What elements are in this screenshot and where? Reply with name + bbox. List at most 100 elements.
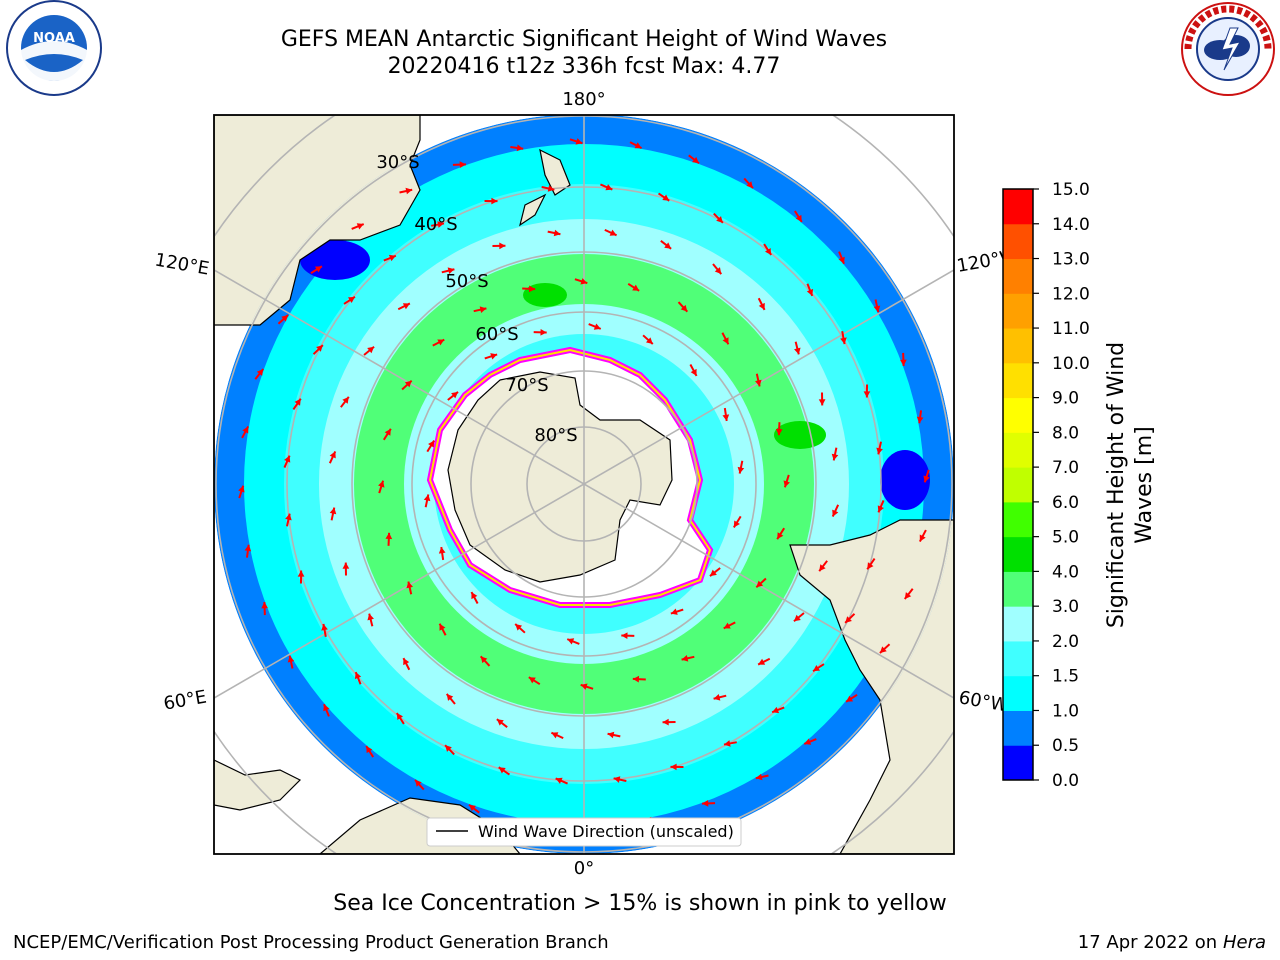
wave-arrow-head — [681, 655, 689, 662]
legend-label: Wind Wave Direction (unscaled) — [478, 822, 734, 841]
wave-arrow-head — [580, 683, 588, 690]
wave-arrow-head — [609, 229, 617, 236]
wind-wave-direction-arrows — [238, 138, 930, 830]
colorbar-segment — [1003, 362, 1033, 399]
wave-arrow-head — [709, 569, 717, 577]
wave-arrow-head — [516, 144, 524, 152]
colorbar-segment — [1003, 397, 1033, 433]
wave-arrow-head — [297, 570, 305, 577]
wave-arrow-head — [722, 414, 730, 421]
wave-arrow-head — [714, 267, 722, 275]
land-new-zealand — [539, 148, 571, 196]
wave-arrow-head — [919, 534, 926, 542]
wave-arrow-head — [437, 221, 445, 228]
colorbar-segment — [1003, 536, 1033, 572]
noaa-logo-text: NOAA — [33, 31, 75, 46]
wave-arrow-head — [404, 380, 412, 388]
wave-arrow-head — [446, 693, 454, 701]
wave-arrow-head — [238, 485, 245, 493]
lon-label-180: 180° — [562, 89, 605, 110]
colorbar-tick-label: 12.0 — [1052, 284, 1090, 304]
lon-label-120e: 120°E — [153, 249, 211, 279]
wave-arrow-head — [670, 608, 678, 615]
wave-arrow-head — [405, 187, 413, 195]
lon-label-60w: 60°W — [957, 687, 1010, 716]
noaa-logo-icon: NOAA — [6, 0, 102, 96]
wave-arrow-head — [567, 638, 575, 645]
colorbar-label-line1: Significant Height of Wind — [1104, 342, 1129, 628]
wave-arrow-head — [388, 254, 396, 262]
map-legend — [426, 817, 742, 847]
colorbar-tick-label: 1.0 — [1052, 701, 1079, 721]
lat-label-40s: 40°S — [414, 214, 457, 235]
wave-arrow-head — [314, 266, 322, 273]
colorbar-segment — [1003, 223, 1033, 260]
wave-arrow-head — [662, 194, 670, 201]
wave-arrow-head — [607, 731, 615, 739]
wave-arrow-head — [287, 655, 295, 663]
colorbar-segment — [1003, 293, 1033, 329]
wave-arrow-head — [845, 616, 852, 623]
wave-arrow-head — [445, 745, 452, 752]
lat-label-50s: 50°S — [445, 271, 488, 292]
credit-date: 17 Apr 2022 on — [1077, 932, 1223, 953]
chart-title: GEFS MEAN Antarctic Significant Height o… — [280, 27, 888, 52]
wave-arrow-head — [428, 440, 435, 448]
wave-arrow-head — [783, 480, 790, 488]
wave-arrow-head — [294, 398, 301, 406]
wave-arrow-head — [645, 337, 653, 344]
wave-arrow-head — [285, 513, 292, 521]
wave-arrow-head — [838, 256, 845, 264]
colorbar-segment — [1003, 432, 1033, 468]
wave-arrow-head — [347, 296, 355, 303]
wave-arrow-head — [777, 532, 784, 540]
wave-arrow-head — [879, 646, 887, 653]
wave-arrow-head — [437, 339, 445, 346]
colorbar-tick-label: 11.0 — [1052, 319, 1090, 339]
wave-arrow-head — [722, 337, 729, 345]
colorbar-tick-label: 8.0 — [1052, 423, 1079, 443]
wave-arrow-head — [758, 658, 766, 665]
map-panel: 30°S 40°S 50°S 60°S 70°S 80°S Wind Wave … — [214, 115, 954, 854]
wave-arrow-head — [702, 800, 709, 807]
wave-arrow-head — [795, 214, 802, 222]
wave-arrow-head — [242, 426, 249, 434]
wave-arrow-head — [692, 156, 700, 164]
lat-label-80s: 80°S — [534, 425, 577, 446]
map-frame — [213, 114, 955, 855]
wave-arrow-head — [367, 613, 374, 621]
wave-arrow-head — [867, 562, 874, 570]
colorbar-tick-label: 13.0 — [1052, 250, 1090, 270]
wave-arrow-head — [632, 284, 640, 291]
wave-arrow-head — [813, 665, 821, 672]
wave-arrow-head — [490, 353, 498, 360]
wave-arrow-head — [256, 368, 264, 376]
wave-arrow-head — [863, 391, 871, 398]
colorbar-segment — [1003, 640, 1033, 677]
wave-arrow-head — [342, 396, 349, 404]
wave-arrow-head — [765, 247, 772, 255]
wave-arrow-head — [459, 161, 466, 168]
colorbar-tick-label: 5.0 — [1052, 528, 1079, 548]
wave-arrow-head — [406, 581, 413, 589]
wave-arrow-head — [284, 455, 291, 463]
wave-arrow-head — [613, 776, 621, 783]
colorbar-tick-label: 7.0 — [1052, 458, 1079, 478]
lat-label-60s: 60°S — [475, 324, 518, 345]
wave-arrow-head — [423, 494, 431, 502]
wave-arrow-head — [662, 718, 669, 726]
colorbar-tick-label: 2.0 — [1052, 632, 1079, 652]
wave-arrow-head — [415, 779, 422, 787]
colorbar-frame — [1002, 188, 1034, 781]
wave-arrow-head — [737, 466, 745, 474]
wave-arrow-head — [819, 564, 826, 572]
wave-arrow-head — [528, 285, 536, 293]
wave-arrow-head — [806, 288, 814, 296]
colorbar-tick-label: 10.0 — [1052, 354, 1090, 374]
wave-arrow-head — [329, 451, 336, 459]
wave-arrow-head — [498, 767, 506, 774]
wave-arrow-head — [772, 706, 780, 714]
lat-label-30s: 30°S — [376, 152, 419, 173]
wave-arrow-head — [756, 580, 764, 588]
